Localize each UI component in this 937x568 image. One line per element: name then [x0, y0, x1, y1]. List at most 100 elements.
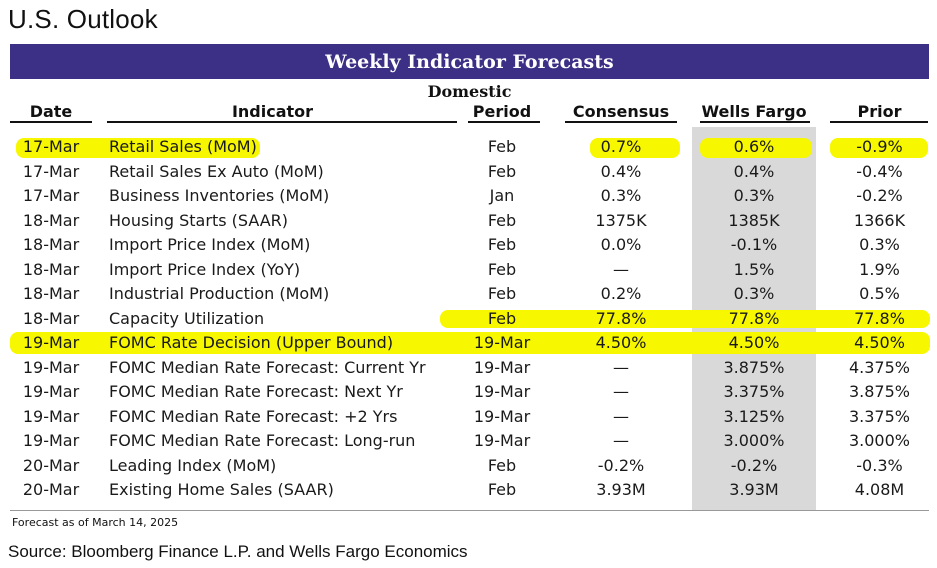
header-underline-period — [468, 121, 540, 123]
wells-fargo-cell: -0.2% — [730, 455, 778, 475]
indicator-cell: FOMC Rate Decision (Upper Bound) — [109, 333, 394, 352]
prior-cell: 4.375% — [848, 357, 910, 377]
indicator-cell: FOMC Median Rate Forecast: Long-run — [109, 431, 416, 450]
period-cell: Feb — [487, 284, 517, 303]
table-title: Weekly Indicator Forecasts — [325, 50, 614, 73]
prior-cell: 3.875% — [848, 382, 910, 401]
indicator-cell: Retail Sales Ex Auto (MoM) — [109, 161, 324, 181]
page-title: U.S. Outlook — [8, 4, 158, 34]
prior-cell: 3.000% — [848, 431, 910, 450]
indicator-cell: FOMC Median Rate Forecast: Current Yr — [109, 357, 426, 377]
date-cell: 18-Mar — [22, 210, 80, 230]
column-header-indicator: Indicator — [231, 102, 314, 121]
highlight-retail-sales-consensus — [590, 138, 680, 158]
date-cell: 20-Mar — [22, 455, 80, 475]
footer-rule — [10, 510, 929, 511]
period-cell: Feb — [487, 455, 517, 475]
column-header-prior: Prior — [857, 102, 902, 121]
consensus-cell: 77.8% — [595, 308, 647, 328]
prior-cell: 1366K — [853, 210, 906, 230]
table-row: 18-Mar Import Price Index (YoY) Feb — 1.5% 1.… — [0, 260, 937, 284]
date-cell: 19-Mar — [22, 357, 80, 377]
consensus-cell: -0.2% — [597, 455, 645, 475]
indicator-cell: Existing Home Sales (SAAR) — [109, 480, 334, 499]
header-underline-consensus — [565, 121, 677, 123]
table-row: 20-Mar Leading Index (MoM) Feb -0.2% -0.2% -0… — [0, 456, 937, 480]
table-row: 19-Mar FOMC Median Rate Forecast: Long-ru… — [0, 431, 937, 455]
consensus-cell: — — [613, 382, 629, 401]
wells-fargo-cell: 3.875% — [723, 357, 785, 377]
highlight-retail-sales-wells-fargo — [700, 138, 812, 158]
prior-cell: 1.9% — [859, 259, 900, 279]
date-cell: 18-Mar — [22, 235, 80, 254]
wells-fargo-cell: 1.5% — [733, 259, 775, 279]
date-cell: 17-Mar — [22, 161, 80, 181]
prior-cell: 0.3% — [859, 235, 900, 254]
table-row: 18-Mar Capacity Utilization Feb 77.8% 77.8% 7… — [0, 309, 937, 333]
date-cell: 18-Mar — [22, 259, 80, 279]
period-cell: Feb — [487, 235, 517, 254]
period-cell: 19-Mar — [473, 431, 531, 450]
consensus-cell: — — [613, 259, 629, 279]
table-banner: Weekly Indicator Forecasts — [10, 44, 929, 79]
indicator-cell: Import Price Index (MoM) — [109, 235, 311, 254]
header-underline-prior — [830, 121, 928, 123]
column-header-wells-fargo: Wells Fargo — [701, 102, 807, 121]
table-row: 17-Mar Retail Sales Ex Auto (MoM) Feb 0.4% 0… — [0, 162, 937, 186]
wells-fargo-cell: 4.50% — [728, 333, 780, 352]
wells-fargo-cell: 0.3% — [733, 186, 775, 205]
date-cell: 20-Mar — [22, 480, 80, 499]
consensus-cell: 0.3% — [600, 186, 642, 205]
wells-fargo-cell: 3.375% — [723, 382, 785, 401]
indicator-cell: Leading Index (MoM) — [109, 455, 277, 475]
wells-fargo-cell: 0.6% — [733, 137, 775, 156]
period-cell: 19-Mar — [473, 333, 531, 352]
prior-cell: -0.4% — [856, 161, 903, 181]
prior-cell: 4.08M — [854, 480, 905, 499]
indicator-cell: FOMC Median Rate Forecast: +2 Yrs — [109, 406, 398, 426]
consensus-cell: — — [613, 406, 629, 426]
prior-cell: -0.3% — [856, 455, 903, 475]
table-row: 19-Mar FOMC Rate Decision (Upper Bound) 19… — [0, 333, 937, 357]
period-cell: Feb — [487, 161, 517, 181]
highlight-capacity-utilization — [440, 310, 930, 328]
date-cell: 18-Mar — [22, 284, 80, 303]
date-cell: 19-Mar — [22, 406, 80, 426]
wells-fargo-cell: 3.93M — [729, 480, 779, 499]
wells-fargo-cell: 3.125% — [723, 406, 785, 426]
period-cell: 19-Mar — [473, 357, 531, 377]
consensus-cell: — — [613, 431, 629, 450]
table-row: 17-Mar Business Inventories (MoM) Jan 0.3% 0… — [0, 186, 937, 210]
indicator-cell: Business Inventories (MoM) — [109, 186, 330, 205]
section-label: Domestic — [427, 82, 512, 101]
indicator-cell: Capacity Utilization — [109, 308, 265, 328]
period-cell: Feb — [487, 210, 517, 230]
column-header-consensus: Consensus — [572, 102, 670, 121]
column-header-date: Date — [29, 102, 73, 121]
indicator-cell: FOMC Median Rate Forecast: Next Yr — [109, 382, 403, 401]
table-row: 17-Mar Retail Sales (MoM) Feb 0.7% 0.6% -0.9% — [0, 137, 937, 161]
period-cell: 19-Mar — [473, 382, 531, 401]
wells-fargo-cell: 3.000% — [723, 431, 785, 450]
header-underline-wells-fargo — [700, 121, 810, 123]
wells-fargo-cell: 0.4% — [733, 161, 775, 181]
prior-cell: 4.50% — [854, 333, 905, 352]
date-cell: 18-Mar — [22, 308, 80, 328]
table-row: 18-Mar Housing Starts (SAAR) Feb 1375K 1385K… — [0, 211, 937, 235]
period-cell: Feb — [487, 137, 517, 156]
consensus-cell: 3.93M — [596, 480, 646, 499]
header-underline-date — [10, 121, 92, 123]
period-cell: 19-Mar — [473, 406, 531, 426]
consensus-cell: 4.50% — [595, 333, 647, 352]
wells-fargo-cell: 0.3% — [733, 284, 775, 303]
consensus-cell: — — [613, 357, 629, 377]
consensus-cell: 0.2% — [600, 284, 642, 303]
prior-cell: 77.8% — [854, 308, 905, 328]
wells-fargo-cell: 77.8% — [728, 308, 780, 328]
forecast-date-footnote: Forecast as of March 14, 2025 — [12, 516, 179, 529]
table-row: 19-Mar FOMC Median Rate Forecast: Next Yr… — [0, 382, 937, 406]
prior-cell: -0.2% — [856, 186, 903, 205]
table-row: 18-Mar Import Price Index (MoM) Feb 0.0% -0.… — [0, 235, 937, 259]
highlight-fomc-rate-decision — [10, 332, 930, 354]
consensus-cell: 0.0% — [600, 235, 642, 254]
